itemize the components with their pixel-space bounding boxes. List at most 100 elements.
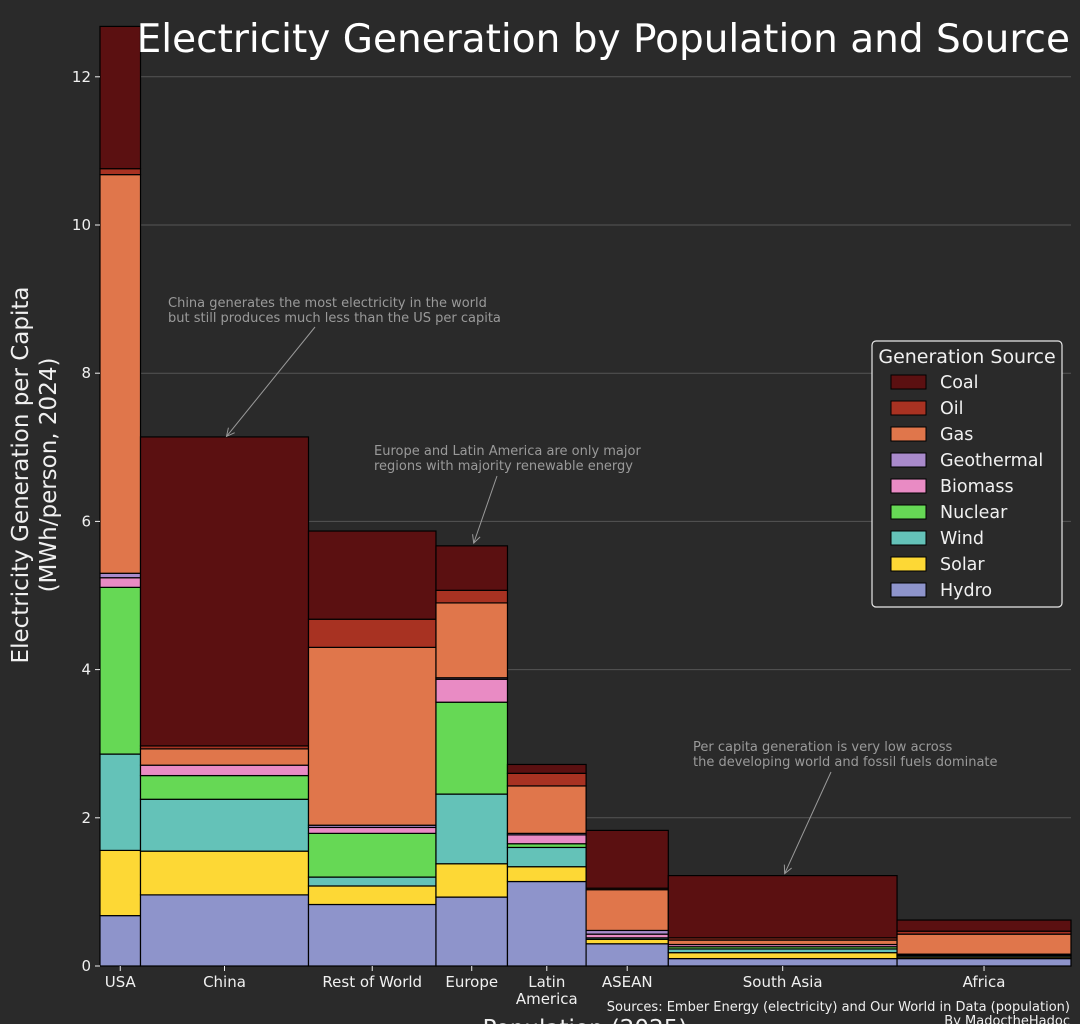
bar-segment-latin-america-hydro [506,880,587,967]
bar-segment-europe-oil [435,589,509,604]
bar-segment-south-asia-solar [667,952,898,960]
y-tick-label: 12 [72,68,91,86]
y-axis-label-line-1: Electricity Generation per Capita [8,287,34,664]
x-tick-label: China [203,973,246,991]
legend-swatch [890,478,927,494]
legend-label: Wind [940,529,984,549]
legend-item-gas: Gas [890,425,973,445]
bar-segment-usa-biomass [99,577,142,588]
bar-segment-asean-solar [585,938,669,945]
bar-segment-usa-gas [99,174,142,574]
y-tick-label: 10 [72,216,91,234]
x-tick-label: Latin [528,973,565,991]
legend-item-coal: Coal [890,373,979,393]
y-tick-label: 4 [81,661,91,679]
bar-segment-china-wind [139,798,310,852]
bar-segment-rest-of-world-nuclear [307,832,437,878]
legend-label: Hydro [940,581,992,601]
legend-item-geothermal: Geothermal [890,451,1043,471]
bar-segment-africa-hydro [896,957,1072,967]
bar-segment-rest-of-world-wind [307,876,437,887]
bar-usa [99,25,142,967]
bar-segment-china-biomass [139,764,310,777]
x-tick-label: ASEAN [602,973,653,991]
y-tick-label: 0 [81,957,91,975]
x-tick-label: South Asia [743,973,823,991]
bars-layer [99,25,1072,967]
bar-segment-europe-hydro [435,896,509,967]
bar-segment-rest-of-world-hydro [307,903,437,967]
y-tick-label: 8 [81,364,91,382]
bar-segment-usa-hydro [99,915,142,967]
x-axis-label: Population (2025) [483,1016,688,1024]
legend-items: Coal Oil Gas Geothermal Biomass Nuclear Wind So… [890,373,1043,601]
bar-segment-europe-coal [435,545,509,591]
legend-swatch [890,374,927,390]
legend-swatch [890,452,927,468]
bar-segment-latin-america-gas [506,785,587,834]
annotation-text: the developing world and fossil fuels do… [693,755,998,770]
y-axis: 0 2 4 6 8 10 12 [72,68,100,975]
annotation-arrowhead [225,427,235,438]
bar-segment-latin-america-solar [506,866,587,883]
annotation-europe: Europe and Latin America are only majorr… [374,444,641,545]
bar-segment-china-solar [139,850,310,896]
legend-label: Nuclear [940,503,1008,523]
bar-segment-usa-oil [99,168,142,176]
legend-item-solar: Solar [890,555,985,575]
legend: Generation Source Coal Oil Gas Geothermal Bi… [871,340,1063,608]
legend-item-biomass: Biomass [890,477,1014,497]
legend-item-oil: Oil [890,399,964,419]
bar-segment-asean-hydro [585,943,669,967]
bar-segment-south-asia-gas [667,939,898,946]
annotation-south-asia: Per capita generation is very low across… [693,740,998,875]
y-tick-label: 2 [81,809,91,827]
annotation-text: regions with majority renewable energy [374,459,633,474]
bar-segment-europe-solar [435,863,509,898]
annotations: China generates the most electricity in … [168,296,998,875]
bar-segment-rest-of-world-oil [307,618,437,648]
bar-africa [896,919,1072,967]
x-tick-label: Africa [963,973,1006,991]
legend-label: Gas [940,425,973,445]
y-axis-label-line-2: (MWh/person, 2024) [36,358,62,593]
annotation-text: Europe and Latin America are only major [374,444,641,459]
legend-swatch [890,426,927,442]
bar-segment-rest-of-world-coal [307,530,437,620]
x-tick-label: America [516,990,578,1008]
legend-label: Solar [940,555,985,575]
bar-segment-rest-of-world-biomass [307,826,437,834]
bar-segment-south-asia-coal [667,874,898,939]
annotation-text: Per capita generation is very low across [693,740,952,755]
bar-segment-china-nuclear [139,774,310,800]
legend-label: Biomass [940,477,1014,497]
bar-segment-usa-solar [99,849,142,917]
legend-swatch [890,504,927,520]
bar-segment-usa-nuclear [99,586,142,755]
legend-swatch [890,556,927,572]
bar-segment-rest-of-world-solar [307,885,437,906]
bar-segment-latin-america-coal [506,763,587,774]
x-tick-label: Rest of World [322,973,422,991]
bar-segment-europe-gas [435,602,509,679]
legend-item-hydro: Hydro [890,581,992,601]
bar-segment-rest-of-world-gas [307,646,437,826]
bar-south-asia [667,874,898,967]
legend-item-wind: Wind [890,529,984,549]
bar-segment-europe-biomass [435,678,509,703]
bar-segment-usa-geothermal [99,572,142,579]
y-tick-label: 6 [81,512,91,530]
bar-segment-asean-coal [585,829,669,889]
bar-segment-africa-coal [896,919,1072,932]
legend-swatch [890,582,927,598]
x-tick-label: Europe [445,973,498,991]
annotation-text: but still produces much less than the US… [168,311,501,326]
source-line-1: Sources: Ember Energy (electricity) and … [607,1000,1070,1015]
legend-item-nuclear: Nuclear [890,503,1008,523]
bar-segment-africa-gas [896,933,1072,955]
legend-title: Generation Source [878,346,1055,368]
chart-title: Electricity Generation by Population and… [137,17,1070,62]
annotation-china: China generates the most electricity in … [168,296,501,438]
